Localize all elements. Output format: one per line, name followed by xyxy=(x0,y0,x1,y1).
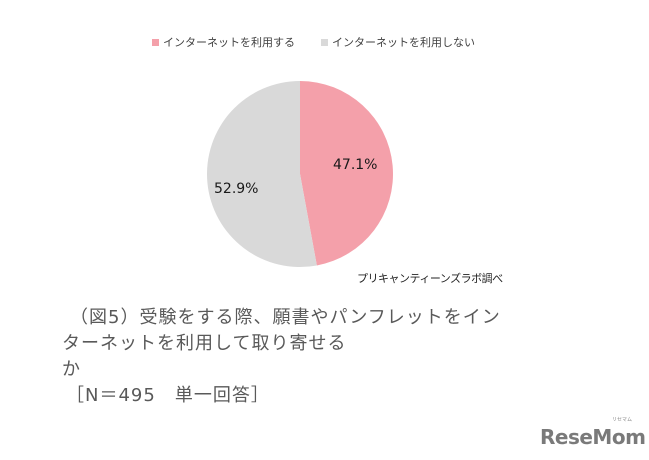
pie-slice-not-use xyxy=(206,80,317,267)
caption-line-1: （図5）受験をする際、願書やパンフレットをイン xyxy=(70,307,501,328)
caption-line-2: ターネットを利用して取り寄せる xyxy=(62,333,347,354)
legend-label-not-use: インターネットを利用しない xyxy=(332,36,475,49)
logo-subtext: リセマム xyxy=(612,417,633,423)
legend-item-use: インターネットを利用する xyxy=(152,34,295,50)
pie-label-not-use: 52.9% xyxy=(214,181,259,197)
caption-line-4: ［N＝495 単一回答］ xyxy=(66,385,270,406)
legend-swatch-gray xyxy=(321,38,328,46)
figure-caption: （図5）受験をする際、願書やパンフレットをイン ターネットを利用して取り寄せる … xyxy=(62,305,540,409)
source-note: プリキャンティーンズラボ調べ xyxy=(357,272,503,285)
legend-swatch-pink xyxy=(152,38,159,46)
resemom-logo: ReseMom xyxy=(540,425,646,449)
caption-line-3: か xyxy=(62,359,81,380)
legend-label-use: インターネットを利用する xyxy=(163,36,295,49)
chart-legend: インターネットを利用する インターネットを利用しない xyxy=(152,34,475,50)
pie-slice-use xyxy=(300,81,393,266)
pie-chart xyxy=(206,80,393,267)
legend-item-not-use: インターネットを利用しない xyxy=(321,34,475,50)
pie-label-use: 47.1% xyxy=(333,157,378,173)
